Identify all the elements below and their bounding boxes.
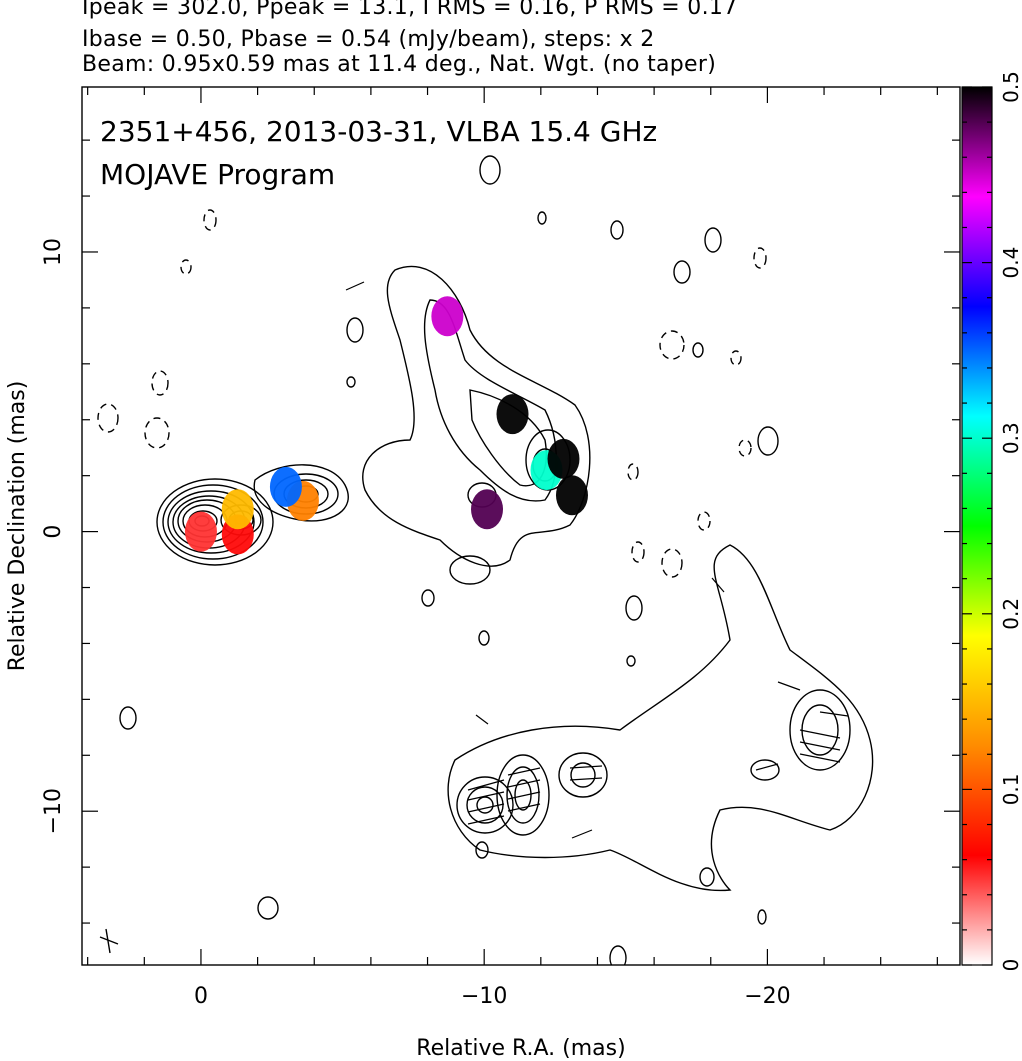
polarization-patch-5	[431, 296, 464, 337]
y-tick-label-0: −10	[41, 788, 66, 834]
chart-title-line1: 2351+456, 2013-03-31, VLBA 15.4 GHz	[100, 115, 657, 148]
polarization-patch-2	[221, 489, 254, 530]
header-line-1: Ipeak = 302.0, Ppeak = 13.1, I RMS = 0.1…	[82, 0, 738, 20]
x-minor-ticks	[87, 87, 938, 965]
colorbar-label-4: 0.4	[999, 247, 1022, 279]
x-tick-label-0: 0	[194, 984, 208, 1009]
header-line-2: Ibase = 0.50, Pbase = 0.54 (mJy/beam), s…	[82, 27, 655, 52]
colorbar-label-5: 0.5	[999, 71, 1022, 103]
x-tick-label-2: −20	[744, 984, 790, 1009]
colorbar-label-1: 0.1	[999, 773, 1022, 805]
polarization-patch-7	[496, 394, 529, 435]
colorbar-tick-labels: 0 0.1 0.2 0.3 0.4 0.5	[999, 71, 1022, 971]
x-tick-labels: 0 −10 −20	[194, 984, 791, 1009]
polarization-patch-0	[184, 511, 217, 552]
contour-map	[97, 155, 874, 965]
polarization-patch-9	[547, 438, 580, 479]
polarization-patch-10	[555, 475, 588, 516]
polarization-patches	[184, 296, 588, 555]
y-tick-labels: −10 0 10	[41, 238, 66, 834]
y-axis-label: Relative Declination (mas)	[5, 381, 30, 672]
plot-frame	[81, 86, 961, 966]
y-tick-label-1: 0	[41, 525, 66, 539]
evpa-ticks	[345, 281, 849, 839]
colorbar-label-3: 0.3	[999, 422, 1022, 454]
colorbar-label-2: 0.2	[999, 598, 1022, 630]
polarization-patch-4	[269, 466, 302, 507]
chart-title-line2: MOJAVE Program	[100, 158, 335, 191]
x-tick-label-1: −10	[461, 984, 507, 1009]
colorbar-label-0: 0	[999, 959, 1022, 972]
beam-cross-icon	[99, 928, 119, 954]
polarization-patch-6	[471, 489, 504, 530]
y-tick-label-2: 10	[41, 238, 66, 266]
colorbar-ticks	[962, 86, 992, 966]
header-line-3: Beam: 0.95x0.59 mas at 11.4 deg., Nat. W…	[82, 52, 717, 77]
colorbar	[961, 86, 993, 966]
y-minor-ticks	[82, 139, 960, 924]
x-axis-label: Relative R.A. (mas)	[416, 1036, 625, 1061]
